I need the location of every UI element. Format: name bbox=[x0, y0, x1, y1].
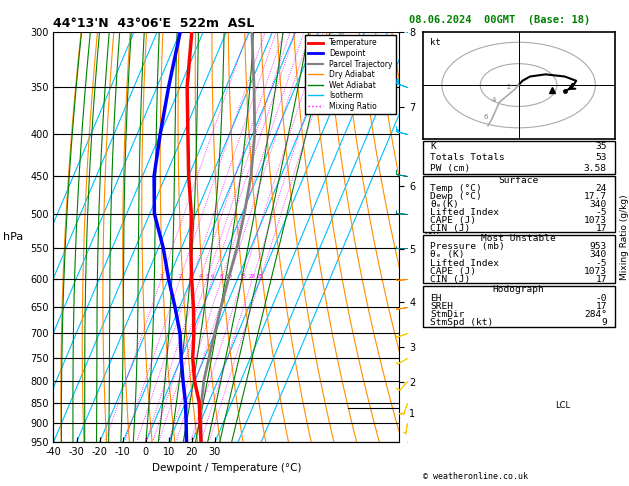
Text: 17: 17 bbox=[596, 275, 607, 284]
Text: Dewp (°C): Dewp (°C) bbox=[430, 192, 482, 201]
Text: -0: -0 bbox=[596, 294, 607, 303]
Text: Lifted Index: Lifted Index bbox=[430, 259, 499, 268]
Text: © weatheronline.co.uk: © weatheronline.co.uk bbox=[423, 472, 528, 481]
Text: θₑ (K): θₑ (K) bbox=[430, 250, 465, 260]
Text: 284°: 284° bbox=[584, 310, 607, 319]
Text: 340: 340 bbox=[589, 250, 607, 260]
Text: 17.7: 17.7 bbox=[584, 192, 607, 201]
Text: 2: 2 bbox=[179, 274, 182, 278]
Text: 17: 17 bbox=[596, 224, 607, 233]
Text: 1073: 1073 bbox=[584, 267, 607, 276]
X-axis label: Dewpoint / Temperature (°C): Dewpoint / Temperature (°C) bbox=[152, 463, 301, 473]
Text: 08.06.2024  00GMT  (Base: 18): 08.06.2024 00GMT (Base: 18) bbox=[409, 15, 590, 25]
Text: 10: 10 bbox=[226, 274, 233, 278]
Text: 340: 340 bbox=[589, 200, 607, 209]
Text: LCL: LCL bbox=[555, 401, 571, 411]
Text: 6: 6 bbox=[211, 274, 214, 278]
Text: -5: -5 bbox=[596, 259, 607, 268]
Text: 20: 20 bbox=[249, 274, 256, 278]
Text: 8: 8 bbox=[220, 274, 223, 278]
Y-axis label: hPa: hPa bbox=[3, 232, 23, 242]
Text: θₑ(K): θₑ(K) bbox=[430, 200, 459, 209]
Text: 17: 17 bbox=[596, 302, 607, 311]
Text: 6: 6 bbox=[484, 114, 488, 120]
Text: Mixing Ratio (g/kg): Mixing Ratio (g/kg) bbox=[620, 194, 629, 280]
Text: CIN (J): CIN (J) bbox=[430, 275, 470, 284]
Text: Most Unstable: Most Unstable bbox=[481, 234, 556, 243]
Text: StmSpd (kt): StmSpd (kt) bbox=[430, 318, 494, 328]
Text: Totals Totals: Totals Totals bbox=[430, 153, 505, 162]
Text: EH: EH bbox=[430, 294, 442, 303]
Text: Lifted Index: Lifted Index bbox=[430, 208, 499, 217]
Text: 953: 953 bbox=[589, 243, 607, 251]
Text: Surface: Surface bbox=[499, 176, 538, 185]
Text: 25: 25 bbox=[257, 274, 264, 278]
Text: CAPE (J): CAPE (J) bbox=[430, 267, 476, 276]
Text: 9: 9 bbox=[601, 318, 607, 328]
Text: 15: 15 bbox=[239, 274, 246, 278]
Y-axis label: km
ASL: km ASL bbox=[423, 226, 441, 248]
Text: 35: 35 bbox=[596, 142, 607, 151]
Text: SREH: SREH bbox=[430, 302, 454, 311]
Text: 4: 4 bbox=[199, 274, 202, 278]
Text: kt: kt bbox=[430, 38, 441, 47]
Text: 44°13'N  43°06'E  522m  ASL: 44°13'N 43°06'E 522m ASL bbox=[53, 17, 255, 31]
Text: 3.58: 3.58 bbox=[584, 164, 607, 173]
Text: -5: -5 bbox=[596, 208, 607, 217]
Text: 24: 24 bbox=[596, 184, 607, 193]
Text: 4: 4 bbox=[491, 97, 496, 103]
Text: 3: 3 bbox=[190, 274, 194, 278]
Text: CAPE (J): CAPE (J) bbox=[430, 216, 476, 225]
Text: K: K bbox=[430, 142, 436, 151]
Text: 2: 2 bbox=[506, 85, 511, 90]
Text: 53: 53 bbox=[596, 153, 607, 162]
Text: Hodograph: Hodograph bbox=[493, 285, 545, 295]
Text: 5: 5 bbox=[205, 274, 209, 278]
Legend: Temperature, Dewpoint, Parcel Trajectory, Dry Adiabat, Wet Adiabat, Isotherm, Mi: Temperature, Dewpoint, Parcel Trajectory… bbox=[304, 35, 396, 114]
Text: PW (cm): PW (cm) bbox=[430, 164, 470, 173]
Text: StmDir: StmDir bbox=[430, 310, 465, 319]
Text: Temp (°C): Temp (°C) bbox=[430, 184, 482, 193]
Text: 1073: 1073 bbox=[584, 216, 607, 225]
Text: 1: 1 bbox=[160, 274, 164, 278]
Text: Pressure (mb): Pressure (mb) bbox=[430, 243, 505, 251]
Text: CIN (J): CIN (J) bbox=[430, 224, 470, 233]
